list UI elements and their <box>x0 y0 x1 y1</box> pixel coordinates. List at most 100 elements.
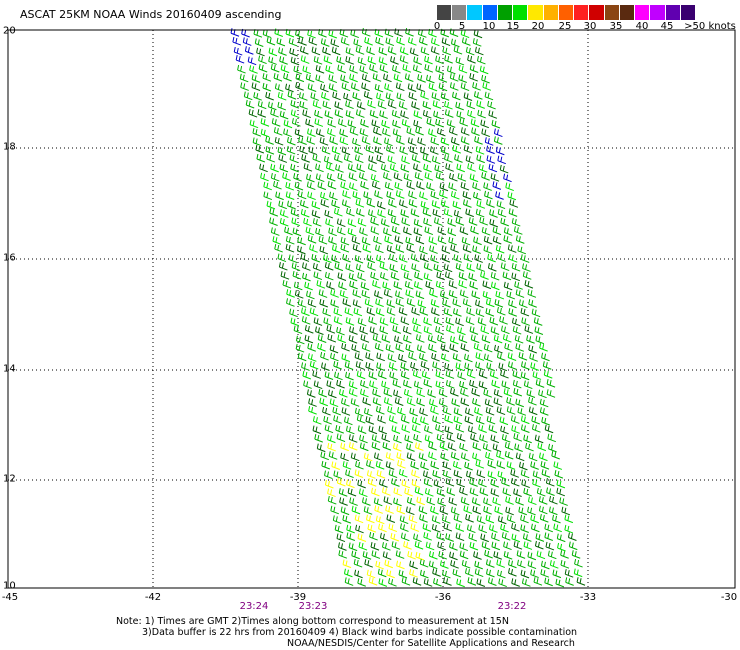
wind-barb <box>420 461 429 471</box>
wind-barb <box>385 505 394 514</box>
lat-label: 14 <box>3 363 16 375</box>
wind-barb <box>383 388 393 397</box>
wind-barb <box>391 225 401 235</box>
wind-barb <box>459 380 468 390</box>
wind-barb <box>568 541 578 551</box>
wind-barb <box>278 261 288 271</box>
wind-barb <box>481 172 490 181</box>
wind-barb <box>341 353 351 363</box>
wind-barb <box>455 532 465 542</box>
wind-barb <box>406 397 416 407</box>
wind-barb <box>388 199 397 208</box>
wind-barb <box>426 182 435 191</box>
wind-barb <box>553 523 562 533</box>
wind-barb <box>511 262 521 272</box>
wind-barb <box>320 351 329 361</box>
wind-barb <box>423 326 433 335</box>
wind-barb <box>312 154 322 163</box>
wind-barb <box>285 83 294 93</box>
wind-barb <box>469 326 479 335</box>
wind-barb <box>271 118 281 127</box>
lon-label: -39 <box>289 592 307 603</box>
wind-barb <box>500 425 509 435</box>
wind-barb <box>433 217 443 226</box>
colorbar-swatch <box>619 5 636 20</box>
wind-barb <box>303 217 312 227</box>
wind-barb <box>388 253 398 263</box>
wind-barb <box>423 317 432 326</box>
wind-barb <box>408 190 417 200</box>
wind-barb <box>307 191 316 201</box>
wind-barb <box>470 225 479 235</box>
wind-barb <box>471 497 481 506</box>
wind-barb <box>538 505 548 515</box>
wind-barb <box>520 415 530 425</box>
wind-barb <box>491 379 500 389</box>
wind-barb <box>533 577 543 586</box>
wind-barb <box>524 280 534 289</box>
wind-barb <box>337 118 347 128</box>
wind-barb <box>491 119 501 129</box>
wind-barb <box>423 272 433 282</box>
wind-barb <box>359 227 368 236</box>
wind-barb <box>500 217 509 227</box>
wind-barb <box>419 191 428 201</box>
wind-barb <box>376 154 386 164</box>
wind-barb <box>299 145 308 155</box>
wind-barb <box>371 550 381 559</box>
wind-barb <box>367 524 377 533</box>
wind-barb <box>307 353 317 362</box>
wind-barb <box>357 533 367 542</box>
wind-barb <box>551 450 560 460</box>
wind-barb <box>445 533 454 542</box>
wind-barb <box>444 414 453 424</box>
wind-barb <box>472 38 482 47</box>
wind-barb <box>368 155 377 164</box>
wind-barb <box>484 549 493 559</box>
wind-barb <box>409 560 418 570</box>
wind-barb <box>476 200 486 209</box>
wind-barb <box>538 452 548 462</box>
wind-barb <box>324 209 334 219</box>
wind-barb <box>537 442 547 452</box>
wind-barb <box>303 163 313 172</box>
wind-barb <box>306 290 315 300</box>
wind-barb <box>325 162 335 172</box>
wind-barb <box>492 226 502 236</box>
wind-barb <box>413 380 423 390</box>
wind-barb <box>365 362 375 371</box>
wind-barb <box>471 388 480 397</box>
wind-barb <box>318 289 328 298</box>
wind-barb <box>465 514 474 523</box>
wind-barb <box>544 424 554 434</box>
wind-barb <box>379 110 388 119</box>
wind-barb <box>385 461 395 470</box>
wind-barb <box>314 118 324 127</box>
wind-barb <box>441 245 451 254</box>
wind-barb <box>430 190 440 200</box>
colorbar-tick: 5 <box>458 21 466 32</box>
wind-barb <box>552 569 562 579</box>
wind-barb <box>422 154 432 163</box>
wind-barb <box>431 352 440 362</box>
wind-barb <box>483 497 492 507</box>
wind-barb <box>267 101 277 111</box>
wind-barb <box>423 578 433 587</box>
wind-barb <box>348 380 358 390</box>
wind-barb <box>449 73 459 82</box>
wind-barb <box>430 406 439 415</box>
wind-barb <box>395 244 405 253</box>
wind-barb <box>422 523 432 532</box>
wind-barb <box>520 569 530 579</box>
wind-barb <box>393 389 402 399</box>
wind-barb <box>348 172 358 182</box>
wind-barb <box>292 270 302 280</box>
wind-barb <box>406 244 415 253</box>
wind-barb <box>239 73 249 83</box>
wind-barb <box>533 317 543 326</box>
wind-barb <box>461 37 471 46</box>
wind-barb <box>408 514 418 524</box>
wind-barb <box>465 155 475 164</box>
wind-barbs <box>230 27 586 588</box>
wind-barb <box>455 362 465 372</box>
